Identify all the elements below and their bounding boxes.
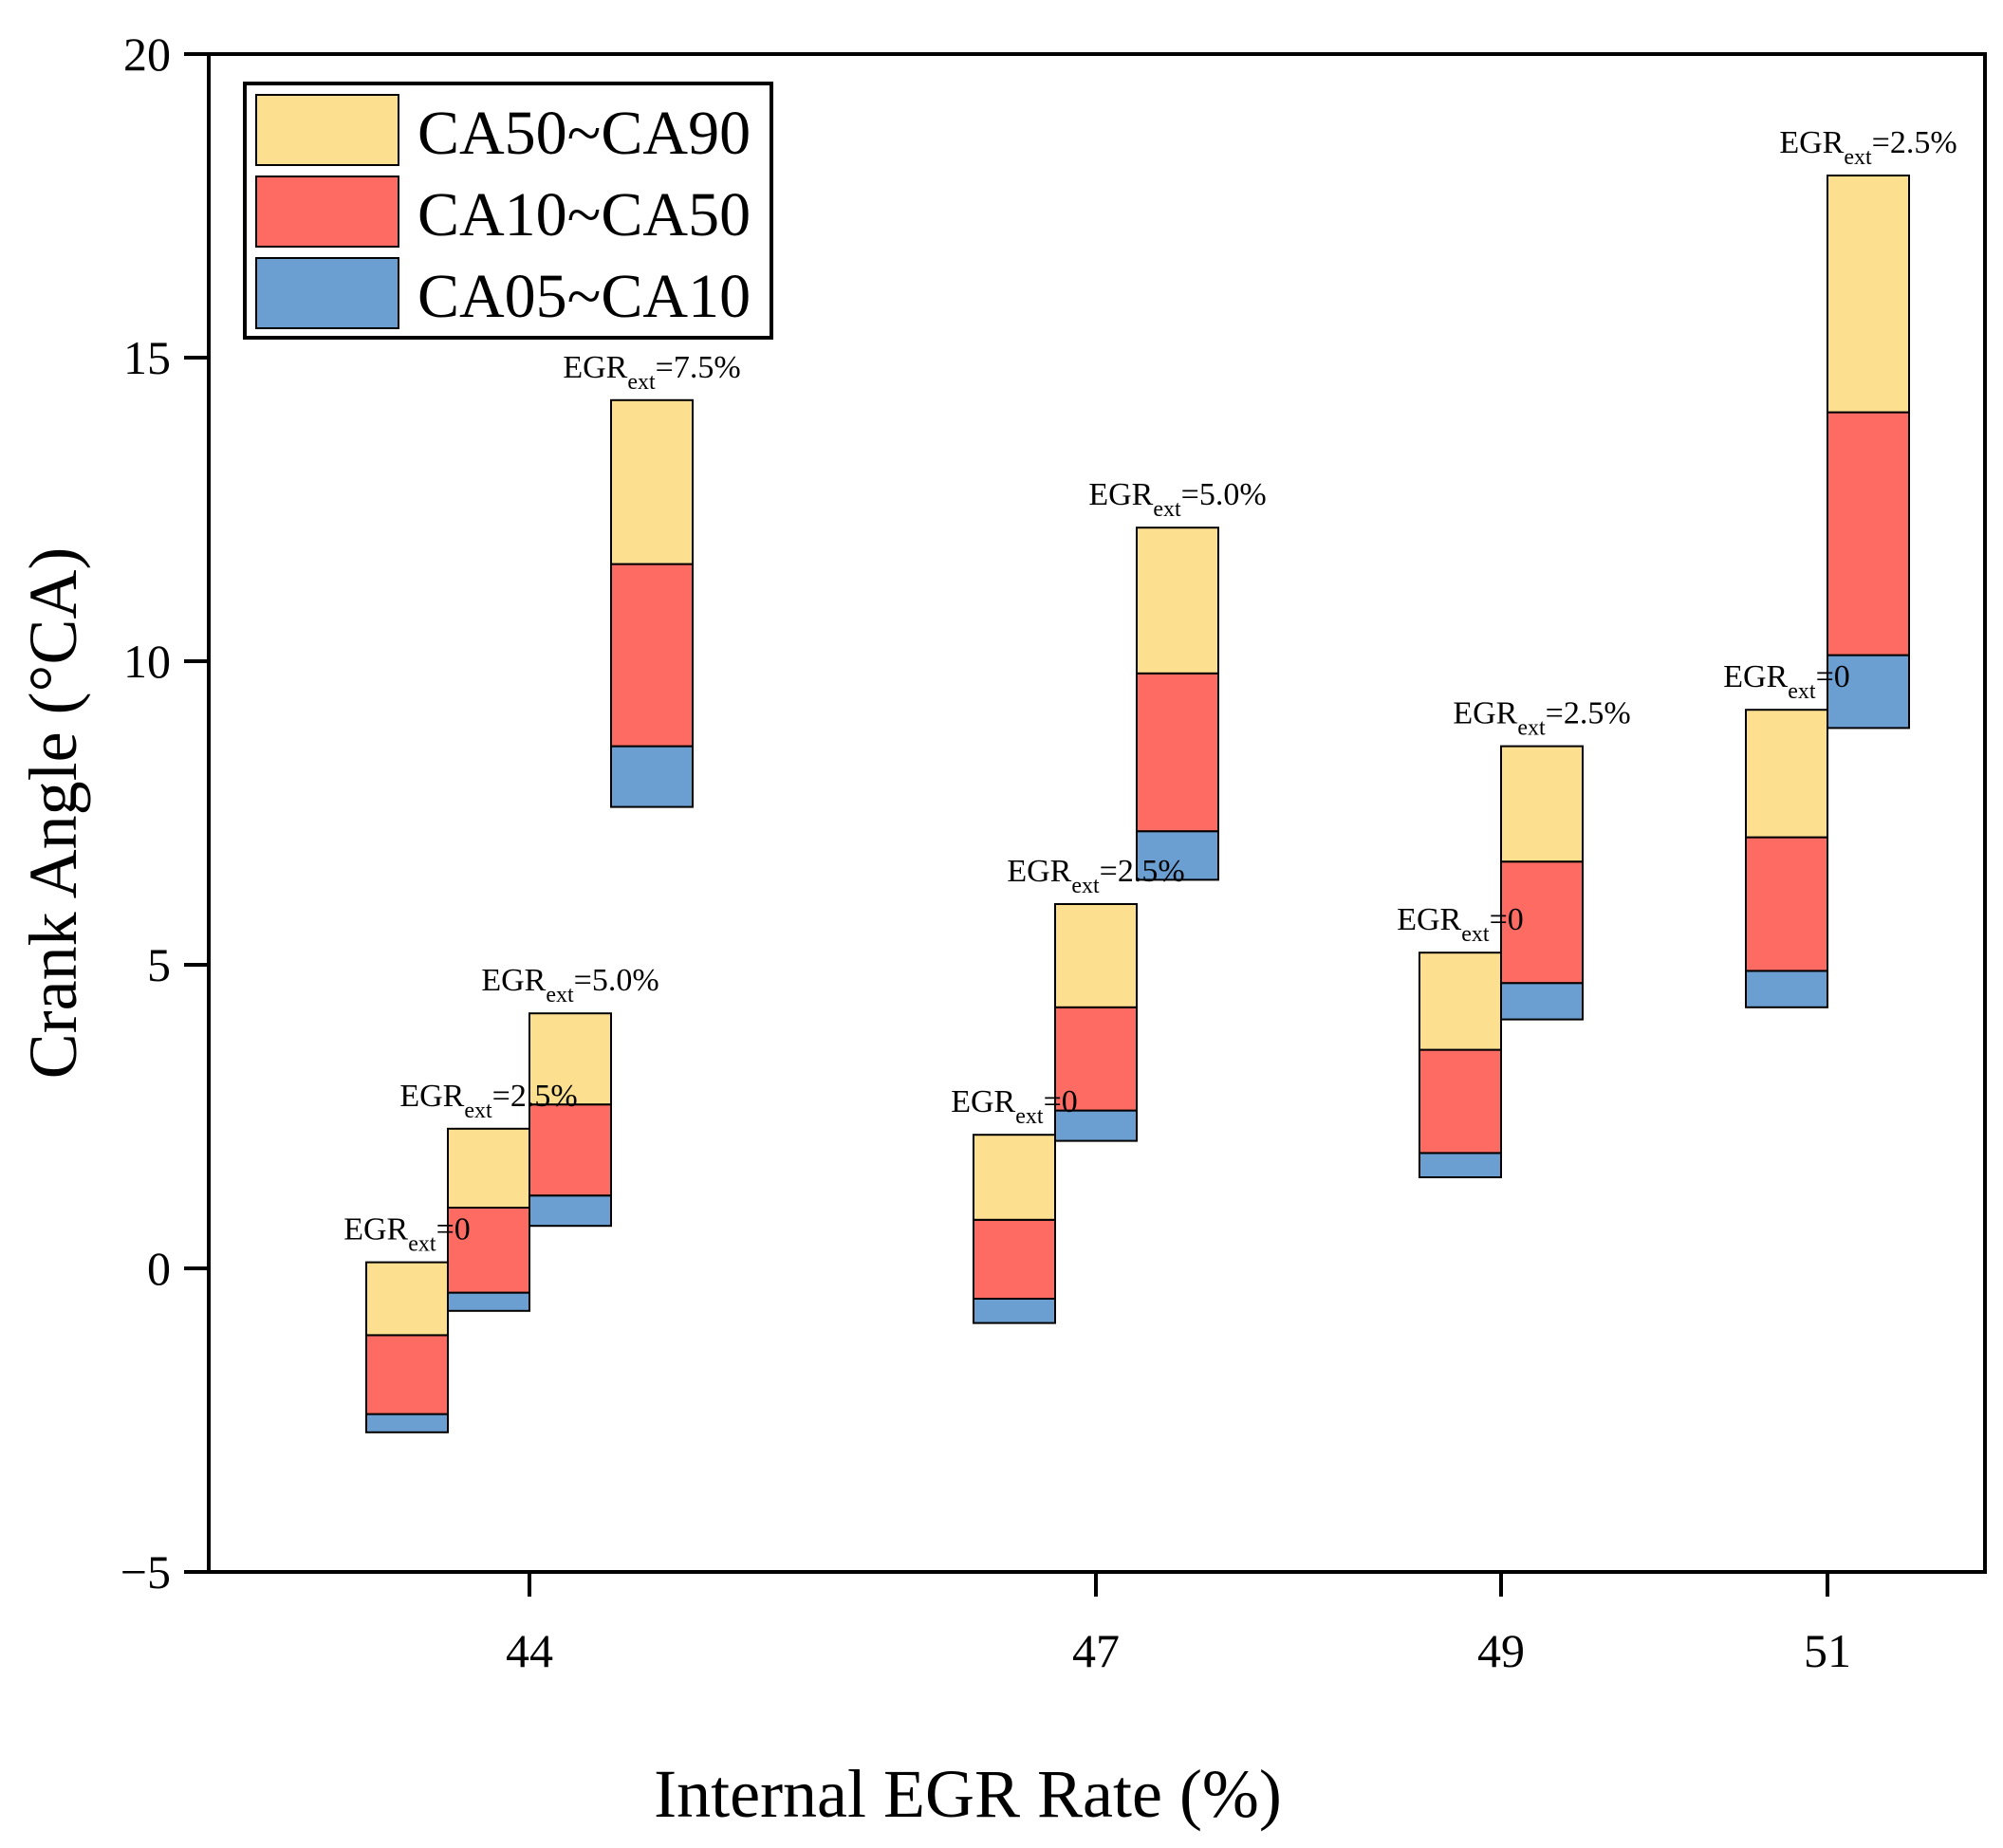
egr-ext-label: EGRext=5.0% — [481, 963, 658, 1007]
egr-ext-label: EGRext=7.5% — [563, 350, 740, 395]
egr-ext-label: EGRext=5.0% — [1088, 477, 1266, 522]
bar-segment-ca50-ca90 — [365, 1261, 449, 1337]
legend-swatch-ca10-ca50 — [255, 176, 399, 248]
bar-segment-ca50-ca90 — [1500, 745, 1584, 863]
y-tick-label: 20 — [123, 28, 171, 81]
legend-swatch-ca50-ca90 — [255, 94, 399, 166]
x-tick-label: 49 — [1477, 1624, 1525, 1677]
bar-segment-ca05-ca10 — [1136, 830, 1219, 881]
y-tick-label: 0 — [147, 1242, 171, 1295]
bar-segment-ca05-ca10 — [529, 1194, 612, 1228]
egr-ext-label: EGRext=2.5% — [1779, 125, 1957, 170]
y-tick-label: 5 — [147, 938, 171, 991]
legend-label-ca50-ca90: CA50~CA90 — [417, 99, 751, 168]
plot-frame — [207, 52, 1987, 1574]
bar-segment-ca05-ca10 — [1745, 970, 1828, 1008]
bar-segment-ca10-ca50 — [1827, 411, 1910, 656]
bar-segment-ca10-ca50 — [365, 1334, 449, 1415]
bar-segment-ca50-ca90 — [1054, 903, 1138, 1008]
egr-ext-label: EGRext=0 — [951, 1084, 1078, 1129]
bar-stack — [1500, 745, 1584, 1021]
egr-ext-label: EGRext=0 — [343, 1212, 471, 1257]
egr-ext-label: EGRext=2.5% — [399, 1079, 577, 1123]
bar-series — [365, 175, 1910, 1433]
bar-segment-ca50-ca90 — [1745, 709, 1828, 839]
bar-stack — [529, 1012, 612, 1228]
bar-segment-ca10-ca50 — [529, 1103, 612, 1197]
egr-ext-label: EGRext=2.5% — [1453, 696, 1630, 741]
x-axis: 44 47 49 51 — [506, 1572, 1851, 1677]
legend-label-ca10-ca50: CA10~CA50 — [417, 180, 751, 249]
y-axis: −5 0 5 10 15 20 — [121, 28, 209, 1599]
legend-swatch-ca05-ca10 — [255, 257, 399, 329]
y-tick-label: 10 — [123, 635, 171, 688]
y-axis-title: Crank Angle (°CA) — [15, 547, 91, 1080]
bar-segment-ca05-ca10 — [1419, 1152, 1502, 1179]
bar-segment-ca05-ca10 — [973, 1298, 1056, 1324]
bar-stack — [610, 398, 694, 808]
bar-segment-ca10-ca50 — [1745, 836, 1828, 972]
bar-annotations: EGRext=0 EGRext=2.5% EGRext=5.0% EGRext=7.5… — [343, 125, 1957, 1257]
bar-segment-ca05-ca10 — [365, 1413, 449, 1433]
bar-segment-ca05-ca10 — [1500, 982, 1584, 1021]
bar-segment-ca50-ca90 — [1419, 952, 1502, 1051]
bar-segment-ca50-ca90 — [1827, 175, 1910, 414]
bar-segment-ca50-ca90 — [973, 1134, 1056, 1221]
bar-segment-ca05-ca10 — [610, 745, 694, 808]
bar-segment-ca50-ca90 — [529, 1012, 612, 1106]
bar-segment-ca50-ca90 — [1136, 527, 1219, 675]
egr-ext-label: EGRext=0 — [1723, 659, 1850, 704]
bar-segment-ca50-ca90 — [610, 398, 694, 565]
x-tick-label: 44 — [506, 1624, 553, 1677]
bar-stack — [365, 1261, 449, 1433]
bar-stack — [1136, 527, 1219, 881]
x-tick-label: 51 — [1804, 1624, 1851, 1677]
bar-segment-ca05-ca10 — [1827, 654, 1910, 730]
bar-segment-ca50-ca90 — [447, 1127, 530, 1210]
x-tick-label: 47 — [1072, 1624, 1120, 1677]
bar-segment-ca10-ca50 — [610, 563, 694, 748]
bar-segment-ca05-ca10 — [447, 1291, 530, 1312]
y-tick-label: 15 — [123, 331, 171, 384]
y-tick-label: −5 — [121, 1545, 171, 1599]
bar-segment-ca05-ca10 — [1054, 1109, 1138, 1142]
bar-stack — [1827, 175, 1910, 730]
bar-segment-ca10-ca50 — [1054, 1006, 1138, 1112]
legend: CA50~CA90 CA10~CA50 CA05~CA10 — [243, 82, 773, 340]
bar-stack — [447, 1127, 530, 1312]
egr-ext-label: EGRext=0 — [1397, 902, 1524, 947]
bar-segment-ca10-ca50 — [1136, 672, 1219, 833]
bar-stack — [1745, 709, 1828, 1008]
x-axis-title: Internal EGR Rate (%) — [654, 1756, 1282, 1832]
bar-stack — [1419, 952, 1502, 1179]
bar-segment-ca10-ca50 — [1419, 1048, 1502, 1155]
bar-segment-ca10-ca50 — [447, 1207, 530, 1294]
bar-segment-ca10-ca50 — [973, 1218, 1056, 1301]
bar-stack — [1054, 903, 1138, 1142]
legend-label-ca05-ca10: CA05~CA10 — [417, 262, 751, 331]
egr-ext-label: EGRext=2.5% — [1007, 854, 1184, 898]
bar-stack — [973, 1134, 1056, 1324]
